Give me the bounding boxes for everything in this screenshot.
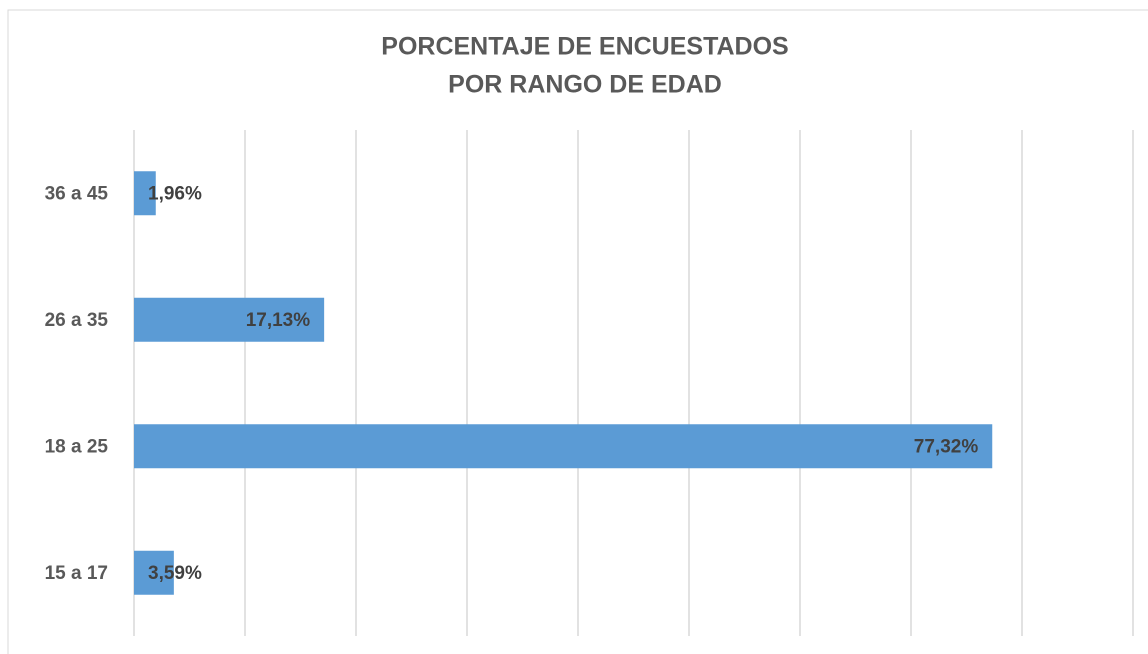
data-label: 3,59% (148, 563, 202, 584)
y-tick-label: 36 a 45 (45, 183, 109, 204)
chart-title: POR RANGO DE EDAD (448, 71, 722, 99)
data-label: 1,96% (148, 183, 202, 204)
bar (134, 550, 174, 595)
data-label: 77,32% (914, 436, 979, 457)
bar (134, 171, 156, 216)
data-label: 17,13% (246, 310, 311, 331)
y-tick-label: 18 a 25 (45, 436, 109, 457)
chart-title: PORCENTAJE DE ENCUESTADOS (381, 33, 788, 61)
y-tick-label: 26 a 35 (45, 310, 109, 331)
bar (134, 424, 993, 469)
y-tick-label: 15 a 17 (45, 563, 108, 584)
bar (134, 297, 325, 342)
